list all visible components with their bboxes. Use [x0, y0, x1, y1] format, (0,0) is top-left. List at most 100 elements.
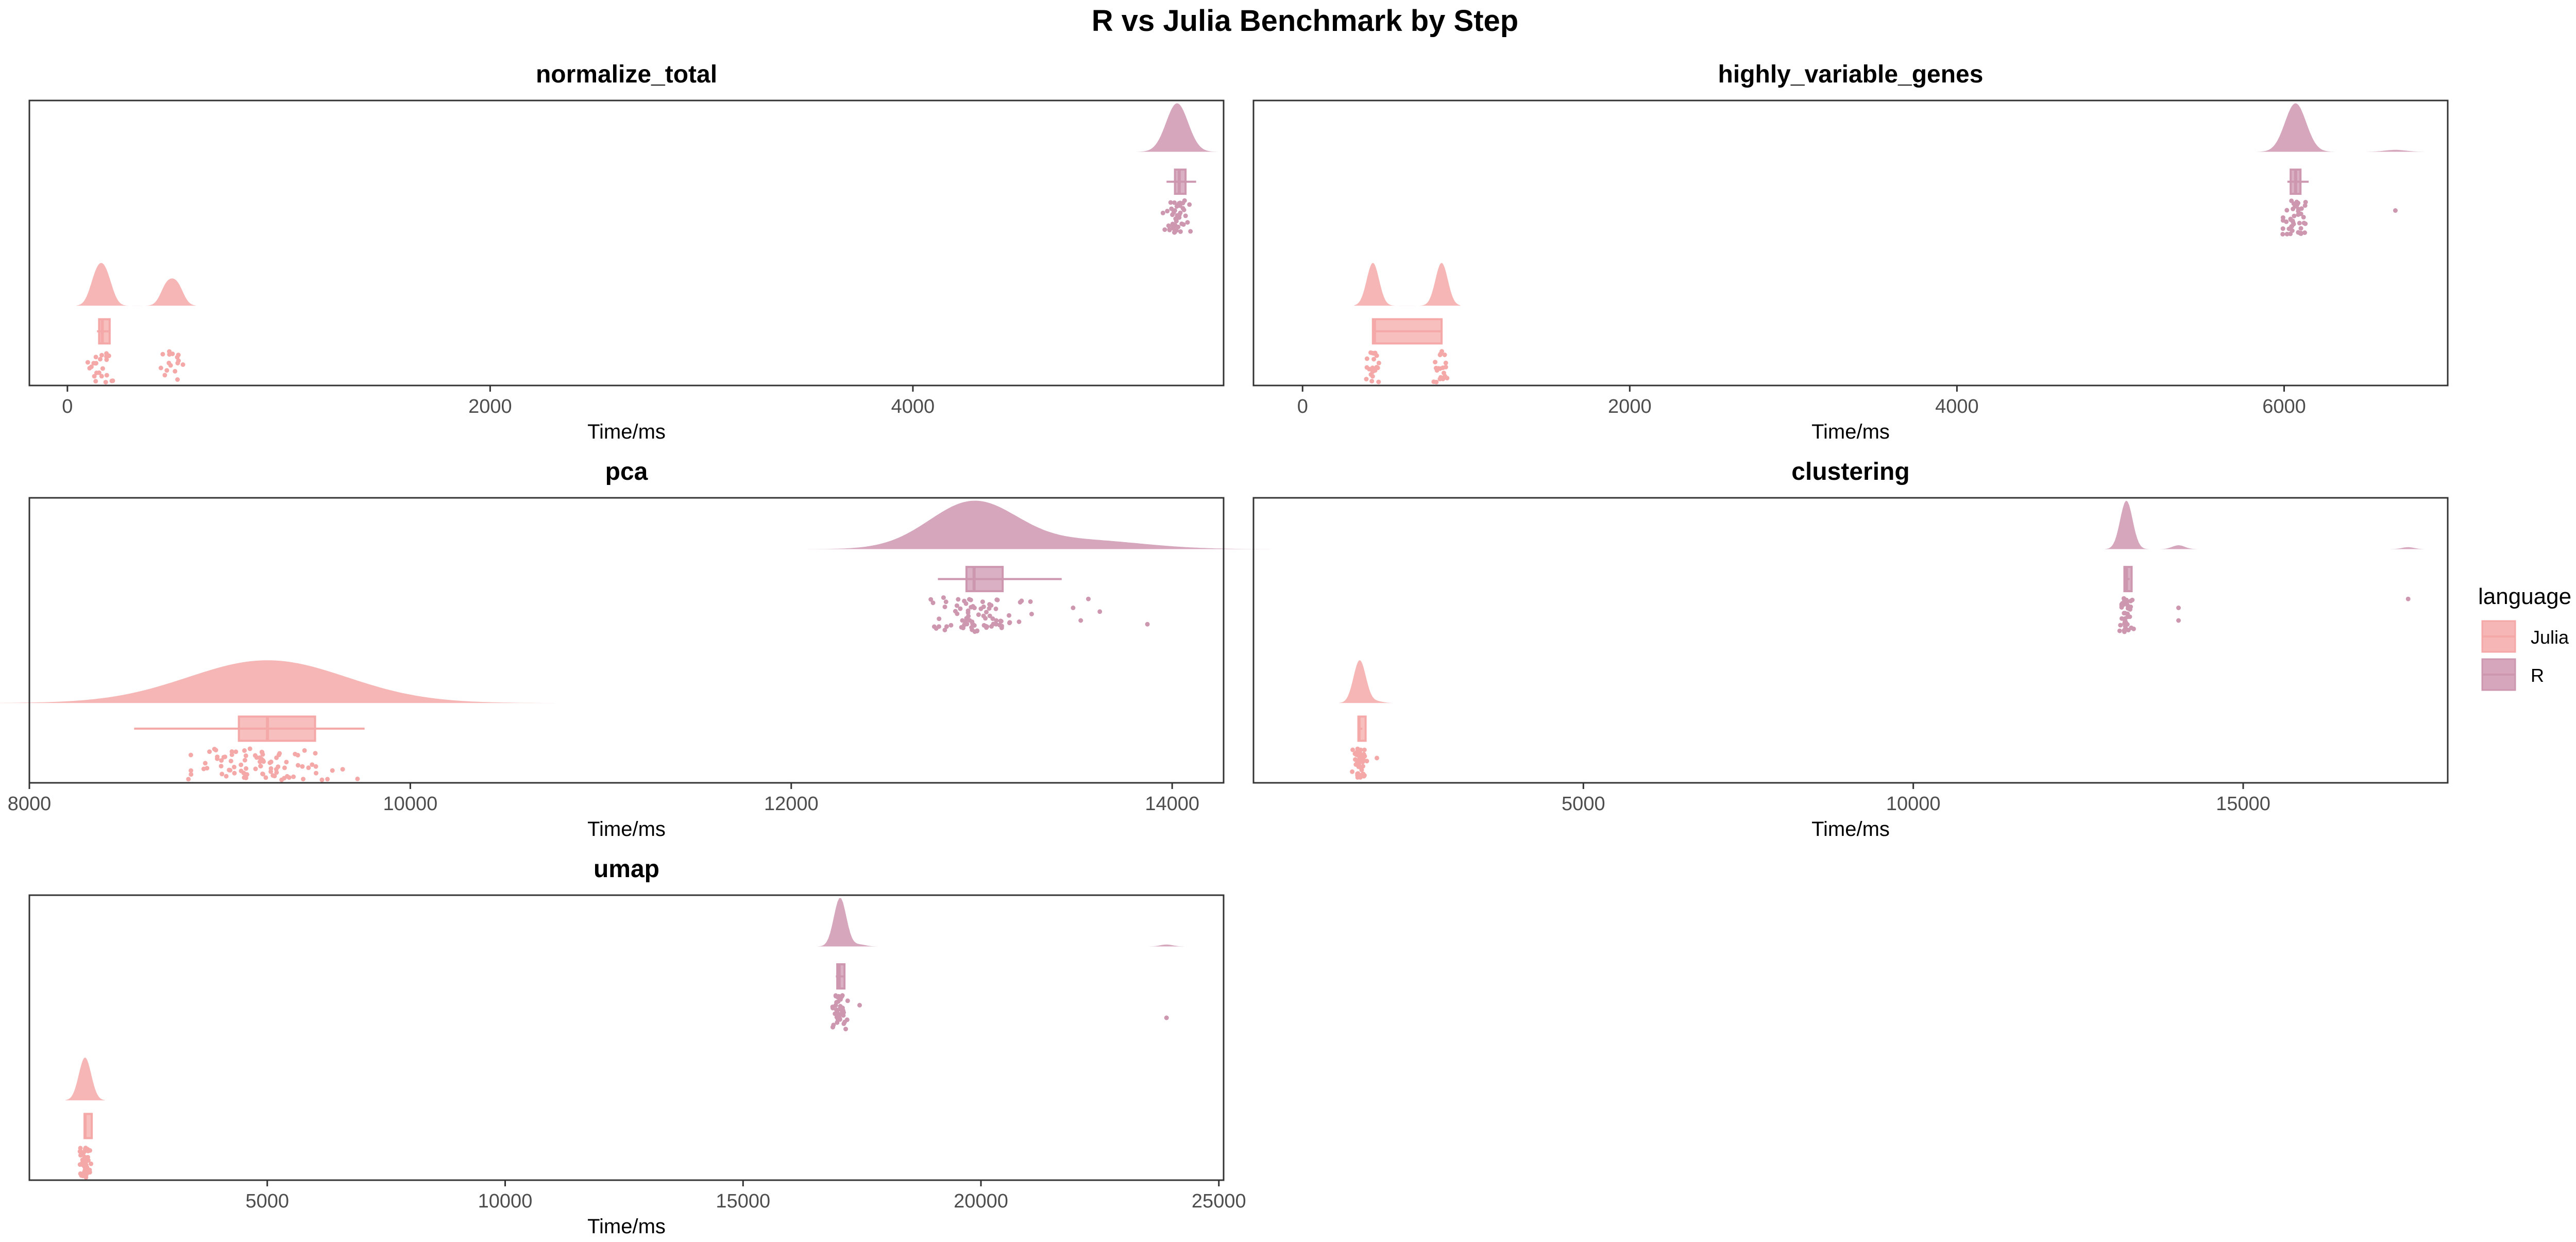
- data-point: [2303, 221, 2308, 226]
- x-tick-label: 10000: [478, 1190, 533, 1212]
- data-point: [239, 762, 244, 767]
- data-point: [1371, 357, 1377, 362]
- density-julia: [0, 660, 603, 703]
- data-point: [268, 769, 274, 774]
- x-tick-label: 12000: [764, 793, 819, 815]
- data-point: [242, 758, 247, 763]
- data-point: [1438, 351, 1443, 357]
- data-point: [1443, 360, 1448, 365]
- panel-normalize-total: normalize_total 0 2000 4000 Time/ms: [28, 61, 1229, 443]
- data-point: [944, 624, 949, 629]
- data-point: [306, 765, 311, 770]
- x-tick-label: 0: [62, 396, 73, 417]
- x-axis-label: Time/ms: [587, 1215, 666, 1238]
- data-point: [1369, 379, 1375, 384]
- data-point: [962, 598, 967, 603]
- data-point: [1176, 224, 1181, 229]
- data-point: [998, 618, 1003, 624]
- panel-title: umap: [594, 855, 659, 883]
- data-point: [232, 770, 237, 776]
- data-point: [1354, 750, 1359, 755]
- data-point: [242, 748, 247, 753]
- x-tick-label: 6000: [2262, 396, 2306, 417]
- data-point: [2303, 199, 2308, 205]
- data-point: [78, 1153, 83, 1158]
- data-point: [990, 616, 995, 621]
- data-point: [1361, 752, 1366, 757]
- data-point: [78, 1171, 83, 1176]
- data-point: [78, 1146, 83, 1151]
- data-point: [1437, 366, 1443, 371]
- data-point: [1018, 600, 1023, 605]
- data-point: [260, 771, 265, 777]
- data-point: [224, 774, 229, 779]
- data-point: [972, 623, 977, 628]
- data-point: [167, 352, 172, 357]
- data-point: [215, 754, 220, 760]
- data-point: [1016, 619, 1022, 624]
- data-point: [987, 606, 992, 611]
- data-point: [1364, 356, 1369, 361]
- data-point: [186, 777, 191, 782]
- data-point: [2293, 204, 2298, 209]
- series-r: [804, 500, 1281, 634]
- data-point: [931, 624, 937, 629]
- panel-border: [28, 894, 1225, 1181]
- data-point: [1187, 202, 1192, 207]
- box: [238, 715, 316, 742]
- data-point: [1168, 200, 1173, 205]
- data-point: [1183, 213, 1188, 219]
- data-point: [162, 373, 167, 378]
- data-point: [1374, 353, 1379, 358]
- outlier-point: [1078, 618, 1083, 623]
- data-point: [180, 362, 185, 367]
- data-point: [1359, 759, 1364, 764]
- data-point: [296, 763, 300, 768]
- data-point: [173, 368, 178, 374]
- data-point: [89, 1161, 94, 1166]
- panel-title: highly_variable_genes: [1718, 61, 1984, 88]
- data-point: [1188, 229, 1193, 234]
- data-point: [999, 625, 1004, 630]
- data-point: [228, 759, 233, 764]
- data-point: [104, 373, 109, 378]
- data-point: [1178, 210, 1183, 215]
- data-point: [247, 746, 252, 751]
- legend-label-julia: Julia: [2531, 627, 2569, 648]
- data-point: [833, 994, 838, 999]
- data-point: [1350, 747, 1355, 752]
- data-point: [2123, 620, 2128, 626]
- data-point: [1007, 613, 1011, 618]
- outlier-point: [2405, 596, 2411, 601]
- data-point: [2297, 221, 2302, 226]
- data-point: [844, 1017, 850, 1022]
- data-point: [962, 622, 967, 627]
- data-point: [92, 374, 97, 379]
- data-point: [937, 616, 942, 622]
- density-r: [2255, 103, 2428, 152]
- data-point: [1160, 210, 1165, 215]
- data-point: [1182, 198, 1187, 203]
- data-point: [258, 763, 263, 768]
- series-julia: [65, 1058, 105, 1180]
- data-point: [2131, 626, 2136, 631]
- data-point: [164, 368, 170, 373]
- box: [1371, 318, 1443, 345]
- data-point: [94, 361, 98, 366]
- panel-highly-variable-genes: highly_variable_genes 0 2000 4000 6000 Time/m…: [1252, 61, 2449, 443]
- data-point: [1350, 769, 1355, 774]
- data-point: [2120, 601, 2125, 606]
- data-point: [103, 380, 108, 385]
- data-point: [2302, 230, 2307, 235]
- data-point: [980, 599, 985, 605]
- density-r: [817, 898, 1185, 947]
- data-point: [2294, 199, 2299, 205]
- data-point: [2117, 628, 2122, 633]
- data-point: [1376, 360, 1381, 365]
- data-point: [993, 606, 998, 611]
- outlier-point: [2176, 618, 2181, 623]
- data-point: [2119, 616, 2124, 621]
- data-point: [953, 609, 958, 614]
